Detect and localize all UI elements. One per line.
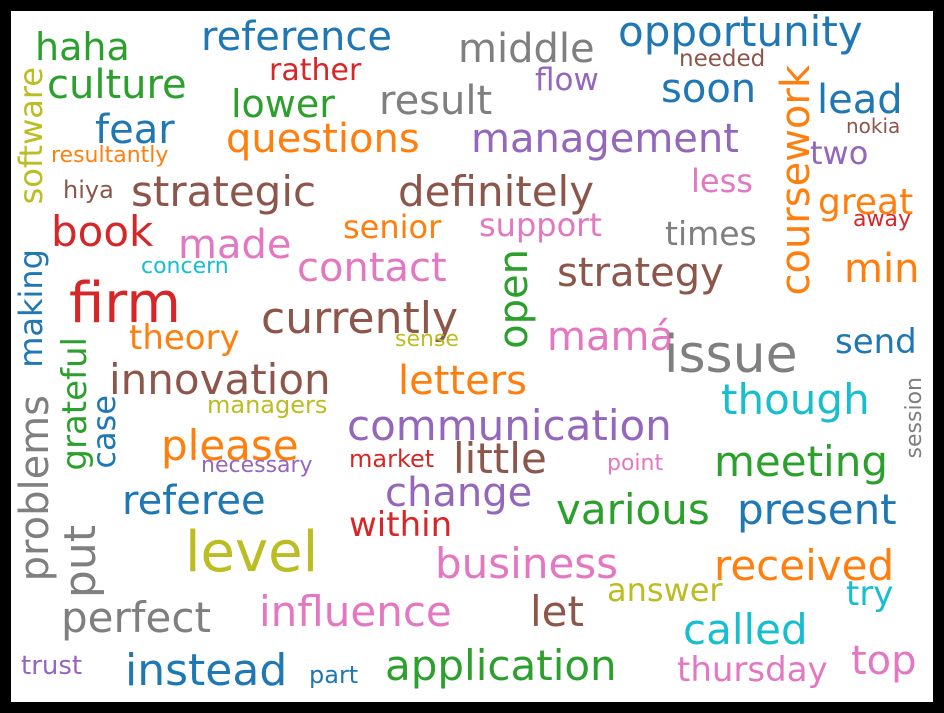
word-needed: needed — [679, 46, 766, 72]
word-change: change — [385, 470, 533, 516]
word-min: min — [844, 246, 920, 292]
word-perfect: perfect — [61, 593, 211, 642]
word-times: times — [665, 214, 757, 253]
word-influence: influence — [259, 587, 452, 636]
word-meeting: meeting — [714, 437, 889, 486]
word-management: management — [471, 116, 739, 162]
word-little: little — [453, 434, 547, 483]
word-referee: referee — [122, 478, 266, 524]
word-application: application — [385, 641, 617, 690]
word-mamá: mamá — [547, 314, 674, 360]
word-put: put — [55, 525, 106, 599]
word-answer: answer — [607, 571, 723, 609]
word-innovation: innovation — [109, 355, 331, 404]
word-let: let — [530, 587, 584, 636]
word-rather: rather — [269, 53, 362, 88]
word-coursework: coursework — [773, 65, 819, 296]
word-away: away — [853, 207, 911, 232]
word-result: result — [379, 78, 493, 124]
word-problems: problems — [12, 395, 58, 582]
word-less: less — [691, 162, 753, 200]
word-haha: haha — [35, 25, 130, 69]
word-made: made — [178, 222, 292, 268]
word-two: two — [810, 134, 869, 172]
word-communication: communication — [347, 401, 672, 450]
word-definitely: definitely — [398, 167, 595, 216]
word-various: various — [556, 485, 710, 534]
word-send: send — [835, 322, 917, 362]
word-level: level — [185, 520, 319, 585]
word-case: case — [85, 395, 123, 469]
word-point: point — [607, 451, 664, 476]
word-open: open — [491, 249, 537, 349]
word-sense: sense — [395, 327, 459, 352]
word-software: software — [12, 67, 50, 205]
word-contact: contact — [297, 245, 447, 291]
word-firm: firm — [69, 271, 181, 336]
word-called: called — [683, 605, 808, 654]
word-please: please — [161, 421, 299, 470]
word-letters: letters — [398, 358, 527, 404]
word-strategy: strategy — [557, 250, 724, 296]
word-concern: concern — [141, 254, 229, 279]
word-senior: senior — [343, 208, 442, 246]
word-questions: questions — [226, 116, 420, 162]
word-support: support — [479, 206, 602, 244]
word-soon: soon — [661, 66, 757, 112]
word-business: business — [435, 539, 619, 588]
word-nokia: nokia — [846, 114, 901, 138]
word-session: session — [902, 377, 927, 459]
word-culture: culture — [47, 62, 187, 108]
word-lead: lead — [817, 77, 903, 123]
word-received: received — [714, 541, 895, 590]
word-opportunity: opportunity — [618, 11, 863, 56]
word-theory: theory — [129, 318, 240, 358]
word-flow: flow — [535, 62, 599, 98]
word-instead: instead — [125, 645, 288, 696]
word-managers: managers — [207, 391, 328, 419]
word-making: making — [12, 249, 50, 368]
word-present: present — [737, 485, 897, 534]
word-reference: reference — [201, 14, 392, 60]
word-strategic: strategic — [131, 167, 317, 216]
word-thursday: thursday — [677, 650, 828, 690]
word-trust: trust — [21, 651, 83, 681]
word-necessary: necessary — [201, 453, 313, 478]
word-though: though — [721, 375, 870, 424]
word-lower: lower — [231, 82, 335, 126]
word-resultantly: resultantly — [51, 143, 169, 168]
word-hiya: hiya — [63, 176, 114, 204]
word-fear: fear — [95, 107, 175, 153]
word-currently: currently — [261, 293, 458, 344]
word-cloud: haha reference middle opportunity cultur… — [11, 11, 933, 702]
word-try: try — [846, 574, 894, 614]
word-book: book — [51, 207, 154, 256]
word-within: within — [349, 505, 453, 545]
word-great: great — [818, 182, 914, 223]
word-market: market — [349, 445, 435, 473]
word-middle: middle — [458, 26, 595, 72]
word-issue: issue — [664, 325, 798, 385]
word-part: part — [309, 661, 359, 689]
word-top: top — [851, 638, 917, 684]
